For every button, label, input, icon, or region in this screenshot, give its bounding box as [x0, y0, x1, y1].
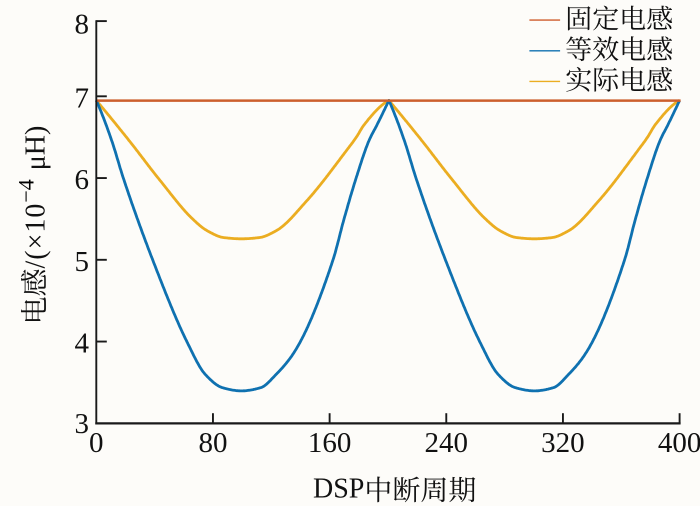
svg-text:−4: −4 — [13, 179, 38, 202]
svg-text:4: 4 — [75, 328, 90, 360]
svg-text:/(×10: /(×10 — [21, 203, 52, 269]
svg-text:DSP: DSP — [313, 474, 364, 505]
svg-text:7: 7 — [75, 83, 90, 115]
svg-text:320: 320 — [541, 427, 585, 459]
svg-text:8: 8 — [75, 9, 90, 41]
svg-text:0: 0 — [89, 427, 104, 459]
svg-text:3: 3 — [75, 408, 90, 440]
svg-text:400: 400 — [658, 427, 700, 459]
svg-text:μH): μH) — [21, 126, 52, 178]
svg-text:80: 80 — [199, 427, 228, 459]
svg-text:240: 240 — [425, 427, 469, 459]
svg-text:6: 6 — [75, 164, 90, 196]
svg-text:160: 160 — [308, 427, 352, 459]
svg-text:5: 5 — [75, 246, 90, 278]
